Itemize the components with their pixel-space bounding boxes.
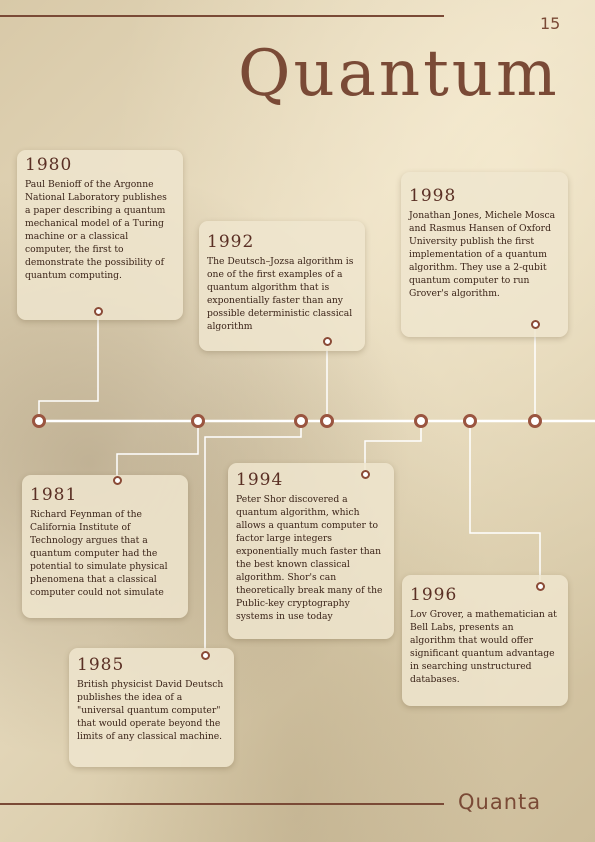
event-description: Lov Grover, a mathematician at Bell Labs…	[410, 608, 557, 685]
top-rule	[0, 15, 444, 17]
card-pin-1998	[531, 320, 540, 329]
card-pin-1996	[536, 582, 545, 591]
event-year: 1992	[207, 232, 255, 252]
card-pin-1992	[323, 337, 332, 346]
event-year: 1980	[25, 155, 73, 175]
page-title: Quantum	[238, 37, 560, 111]
event-description: Paul Benioff of the Argonne National Lab…	[25, 178, 167, 281]
connector-1996	[469, 421, 541, 587]
timeline-node-1992	[320, 414, 334, 428]
brand-name: Quanta	[458, 790, 542, 814]
timeline-node-1980	[32, 414, 46, 428]
event-card-1998: 1998 Jonathan Jones, Michele Mosca and R…	[401, 172, 568, 337]
event-year: 1994	[236, 470, 284, 490]
event-card-1994: 1994 Peter Shor discovered a quantum alg…	[228, 463, 394, 639]
card-pin-1994	[361, 470, 370, 479]
event-description: Richard Feynman of the California Instit…	[30, 508, 168, 598]
event-card-1985: 1985 British physicist David Deutsch pub…	[69, 648, 234, 767]
event-year: 1998	[409, 186, 457, 206]
event-description: The Deutsch–Jozsa algorithm is one of th…	[207, 255, 354, 332]
timeline-node-1996	[463, 414, 477, 428]
card-pin-1981	[113, 476, 122, 485]
connector-1980	[38, 312, 99, 421]
card-pin-1985	[201, 651, 210, 660]
event-description: British physicist David Deutsch publishe…	[77, 678, 224, 742]
timeline-node-1981	[191, 414, 205, 428]
card-pin-1980	[94, 307, 103, 316]
timeline-node-1998	[528, 414, 542, 428]
event-card-1980: 1980 Paul Benioff of the Argonne Nationa…	[17, 150, 183, 320]
event-description: Jonathan Jones, Michele Mosca and Rasmus…	[409, 209, 556, 299]
bottom-rule	[0, 803, 444, 805]
event-year: 1981	[30, 485, 78, 505]
timeline-node-1994	[414, 414, 428, 428]
connector-1985	[204, 421, 302, 656]
page-number: 15	[540, 14, 561, 33]
connector-1994	[364, 421, 422, 475]
event-year: 1985	[77, 655, 125, 675]
connector-1981	[116, 421, 199, 481]
event-description: Peter Shor discovered a quantum algorith…	[236, 493, 383, 622]
event-card-1981: 1981 Richard Feynman of the California I…	[22, 475, 188, 618]
timeline-node-1985	[294, 414, 308, 428]
event-card-1992: 1992 The Deutsch–Jozsa algorithm is one …	[199, 221, 365, 351]
event-year: 1996	[410, 585, 458, 605]
event-card-1996: 1996 Lov Grover, a mathematician at Bell…	[402, 575, 568, 706]
